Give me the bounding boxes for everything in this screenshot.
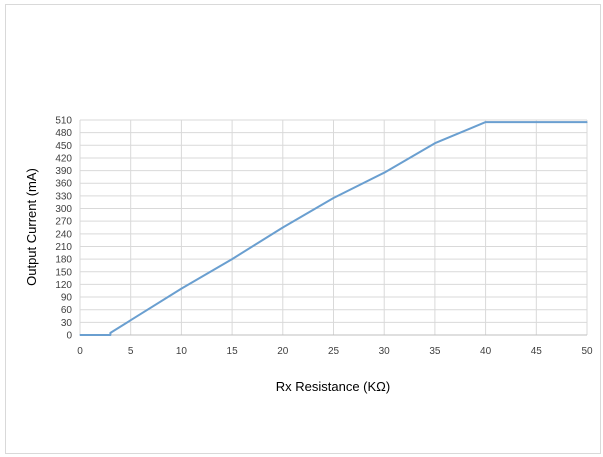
y-tick-label: 0 (66, 331, 72, 342)
y-tick-label: 450 (55, 141, 72, 152)
y-tick-label: 180 (55, 255, 72, 266)
data-point (130, 319, 132, 321)
data-point (586, 121, 588, 123)
y-tick-label: 270 (55, 217, 72, 228)
x-tick-label: 5 (128, 346, 134, 357)
y-tick-label: 390 (55, 166, 72, 177)
x-tick-label: 25 (328, 346, 340, 357)
y-tick-label: 150 (55, 267, 72, 278)
x-tick-label: 15 (227, 346, 239, 357)
data-point (79, 334, 81, 336)
y-tick-label: 60 (61, 305, 73, 316)
y-tick-label: 30 (61, 318, 73, 329)
data-point (434, 142, 436, 144)
x-axis-title: Rx Resistance (KΩ) (276, 379, 390, 394)
data-point (535, 121, 537, 123)
grid (79, 119, 588, 336)
data-point (109, 332, 112, 334)
y-tick-label: 240 (55, 229, 72, 240)
y-tick-label: 120 (55, 280, 72, 291)
y-axis-title: Output Current (mA) (24, 168, 39, 286)
x-tick-label: 45 (531, 346, 543, 357)
y-tick-label: 300 (55, 204, 72, 215)
series-layer (79, 121, 588, 336)
y-tick-label: 480 (55, 128, 72, 139)
x-tick-label: 40 (480, 346, 492, 357)
x-tick-label: 35 (429, 346, 441, 357)
data-point (485, 121, 487, 123)
data-point (282, 226, 284, 229)
x-tick-label: 50 (581, 346, 593, 357)
y-tick-label: 360 (55, 179, 72, 190)
y-tick-label: 90 (61, 293, 73, 304)
data-point (109, 334, 112, 336)
data-point (332, 197, 335, 199)
data-point (383, 172, 385, 174)
x-axis: 0 5 10 15 20 25 30 35 40 45 50 (77, 346, 593, 357)
x-tick-label: 0 (77, 346, 83, 357)
y-tick-label: 420 (55, 153, 72, 164)
x-tick-label: 30 (379, 346, 391, 357)
data-point (231, 258, 233, 260)
y-tick-label: 330 (55, 191, 72, 202)
chart-frame (5, 4, 601, 454)
x-tick-label: 10 (176, 346, 188, 357)
y-tick-label: 510 (55, 116, 72, 127)
data-point (180, 288, 182, 290)
y-tick-label: 210 (55, 242, 72, 253)
x-tick-label: 20 (277, 346, 289, 357)
